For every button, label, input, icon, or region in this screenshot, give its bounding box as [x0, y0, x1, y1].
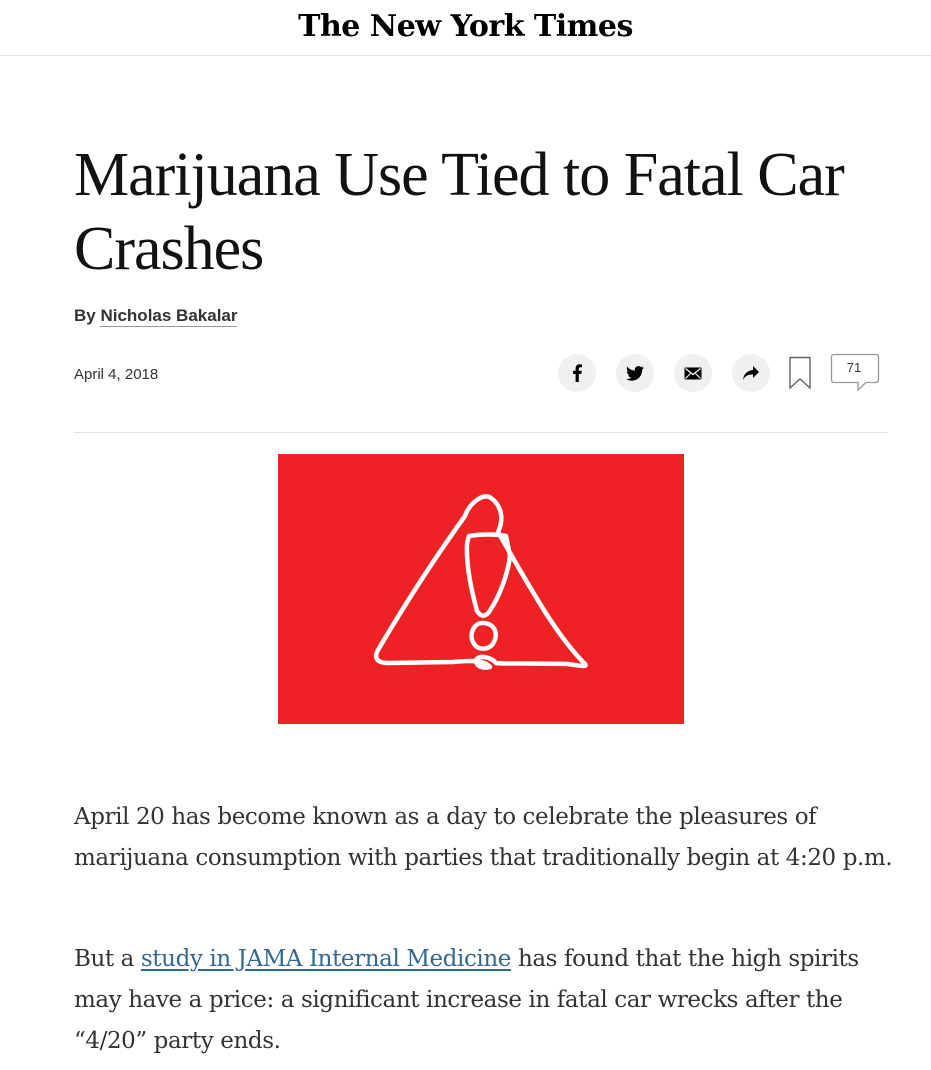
header-divider — [74, 432, 888, 433]
comment-bubble-icon — [830, 353, 880, 392]
article-headline: Marijuana Use Tied to Fatal Car Crashes — [74, 141, 845, 283]
article-paragraph: April 20 has become known as a day to ce… — [74, 804, 893, 871]
masthead: The New York Times — [0, 0, 931, 56]
share-toolbar: 71 — [558, 353, 880, 393]
share-icon — [743, 366, 759, 380]
publish-date: April 4, 2018 — [74, 366, 159, 383]
save-article-button[interactable] — [788, 356, 812, 390]
more-share-button[interactable] — [732, 354, 770, 392]
byline-prefix: By — [74, 306, 96, 325]
bookmark-icon — [789, 356, 811, 390]
paragraph-text: But a — [74, 946, 141, 972]
lead-image — [278, 454, 684, 724]
byline: By Nicholas Bakalar — [74, 306, 238, 327]
paragraph-text: has found that the high spirits may have… — [74, 946, 859, 1054]
comments-button[interactable]: 71 — [830, 353, 880, 393]
comment-count: 71 — [846, 360, 862, 375]
article-paragraph: But a study in JAMA Internal Medicine ha… — [74, 939, 894, 1062]
nyt-logo[interactable]: The New York Times — [298, 9, 633, 44]
twitter-share-button[interactable] — [616, 354, 654, 392]
jama-study-link[interactable]: study in JAMA Internal Medicine — [140, 946, 512, 972]
facebook-share-button[interactable] — [558, 354, 596, 392]
warning-triangle-icon — [373, 494, 588, 670]
facebook-icon — [573, 364, 582, 382]
email-share-button[interactable] — [674, 354, 712, 392]
author-link[interactable]: Nicholas Bakalar — [100, 306, 238, 327]
twitter-icon — [626, 365, 644, 381]
email-icon — [684, 367, 702, 379]
